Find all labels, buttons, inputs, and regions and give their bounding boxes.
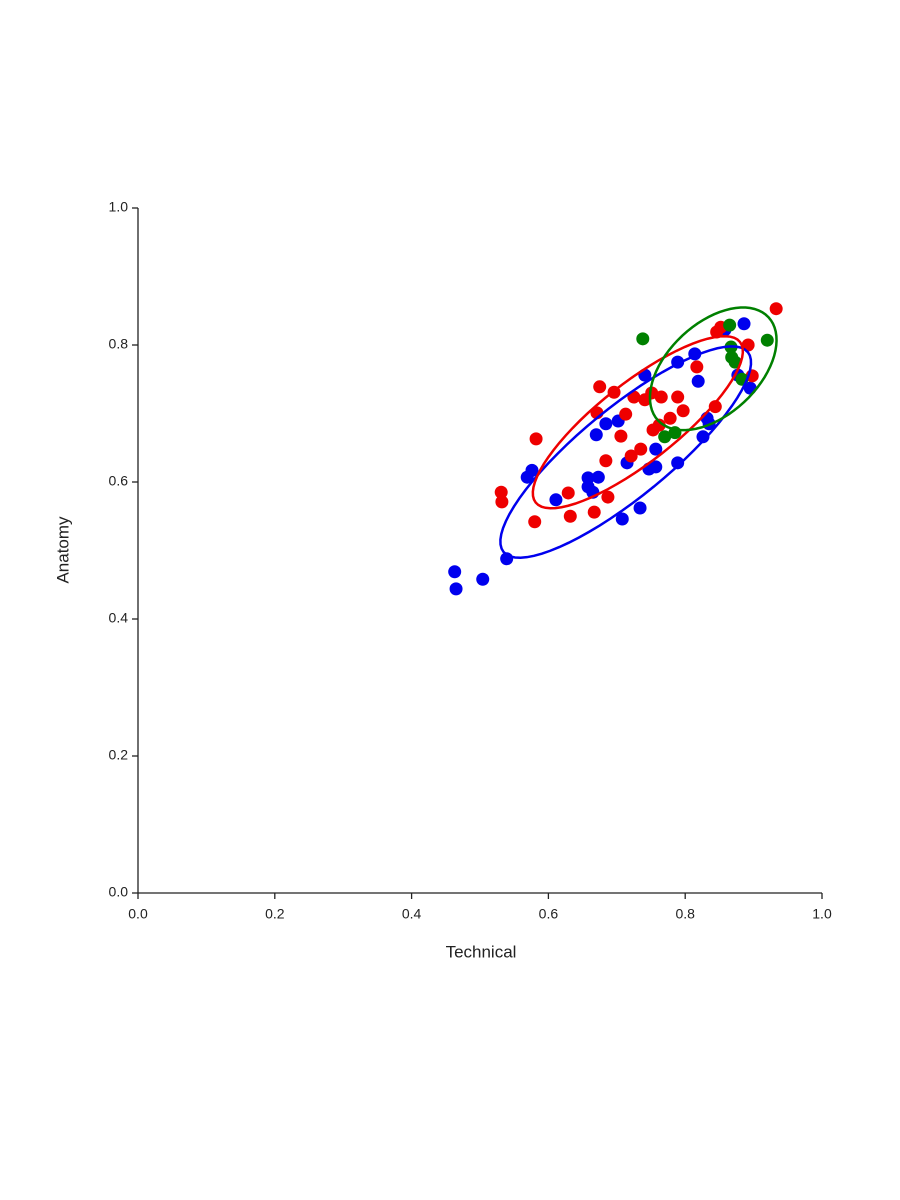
y-tick-label: 1.0 xyxy=(109,199,129,215)
point xyxy=(696,430,710,444)
point xyxy=(591,470,605,484)
x-axis-label: Technical xyxy=(446,942,517,961)
point xyxy=(760,333,774,347)
y-tick-label: 0.8 xyxy=(109,336,129,352)
point xyxy=(561,486,575,500)
point xyxy=(633,501,647,515)
y-axis-label: Anatomy xyxy=(53,516,72,584)
x-tick-label: 0.2 xyxy=(265,906,285,922)
point xyxy=(624,449,638,463)
point xyxy=(615,512,629,526)
point xyxy=(587,505,601,519)
point xyxy=(671,390,685,404)
confidence-ellipse xyxy=(499,345,753,559)
point xyxy=(769,302,783,316)
point xyxy=(525,463,539,477)
x-tick-label: 0.4 xyxy=(402,906,422,922)
point xyxy=(649,460,663,474)
point xyxy=(619,407,633,421)
y-tick-label: 0.4 xyxy=(109,610,129,626)
y-tick-label: 0.6 xyxy=(109,473,129,489)
point xyxy=(658,430,672,444)
point xyxy=(636,332,650,346)
point xyxy=(529,432,543,446)
point xyxy=(601,490,615,504)
point xyxy=(563,509,577,523)
point xyxy=(593,380,607,394)
point xyxy=(654,390,668,404)
point xyxy=(614,429,628,443)
point xyxy=(449,582,463,596)
confidence-ellipse xyxy=(648,306,778,432)
point xyxy=(448,565,462,579)
point xyxy=(723,318,737,332)
point xyxy=(549,493,563,507)
point xyxy=(652,418,666,432)
y-tick-label: 0.0 xyxy=(109,884,129,900)
point xyxy=(671,456,685,470)
point xyxy=(737,317,751,331)
point xyxy=(495,495,509,509)
x-tick-label: 1.0 xyxy=(812,906,832,922)
x-tick-label: 0.6 xyxy=(539,906,559,922)
point xyxy=(589,428,603,442)
point xyxy=(494,485,508,499)
point xyxy=(690,360,704,374)
point xyxy=(634,442,648,456)
point xyxy=(708,400,722,414)
point xyxy=(599,417,613,431)
point xyxy=(649,442,663,456)
point xyxy=(581,471,595,485)
point xyxy=(476,572,490,586)
x-tick-label: 0.0 xyxy=(128,906,148,922)
point xyxy=(528,515,542,529)
confidence-ellipse xyxy=(531,334,745,510)
point xyxy=(676,404,690,418)
point xyxy=(691,374,705,388)
point xyxy=(663,411,677,425)
point xyxy=(599,454,613,468)
y-tick-label: 0.2 xyxy=(109,747,129,763)
x-tick-label: 0.8 xyxy=(675,906,695,922)
